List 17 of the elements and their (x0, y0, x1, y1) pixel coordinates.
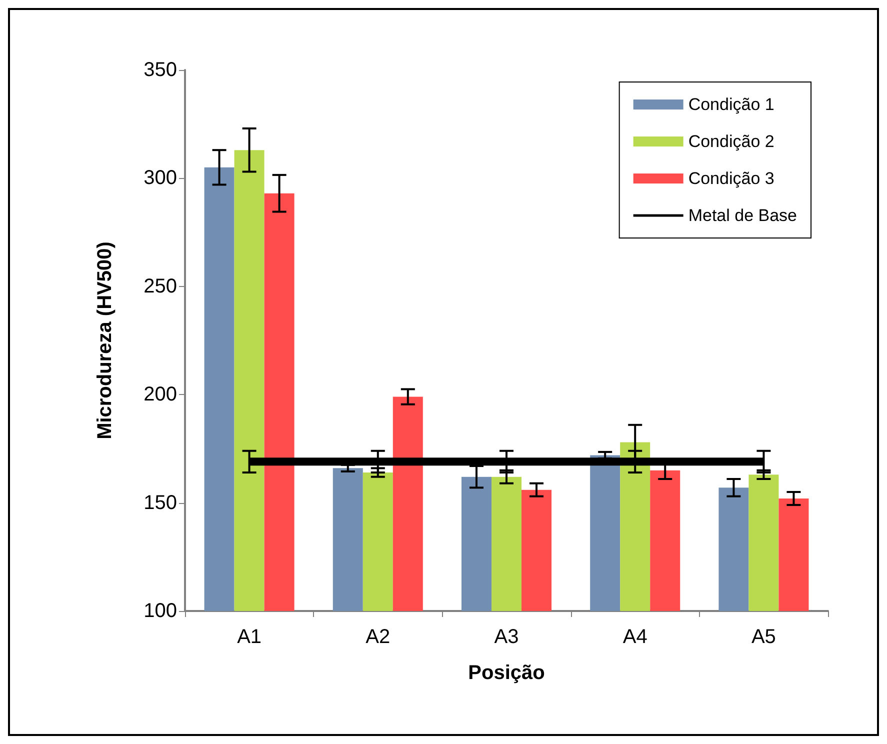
legend-label: Condição 3 (688, 169, 774, 188)
x-tick-label: A1 (237, 626, 262, 648)
legend-label: Condição 1 (688, 95, 774, 114)
y-axis-title: Microdureza (HV500) (94, 242, 116, 440)
x-tick-label: A4 (622, 626, 648, 648)
legend-label: Condição 2 (688, 132, 774, 151)
y-tick-label: 200 (144, 384, 177, 406)
x-tick-label: A2 (366, 626, 390, 648)
y-tick-label: 350 (144, 59, 177, 81)
x-tick-label: A5 (751, 626, 776, 648)
x-axis-title: Posição (468, 662, 545, 684)
y-tick-label: 250 (144, 275, 177, 298)
y-tick-label: 150 (144, 492, 177, 514)
y-tick-label: 300 (144, 167, 177, 190)
x-tick-label: A3 (494, 626, 519, 648)
legend-label: Metal de Base (688, 206, 798, 225)
y-tick-label: 100 (144, 600, 177, 622)
